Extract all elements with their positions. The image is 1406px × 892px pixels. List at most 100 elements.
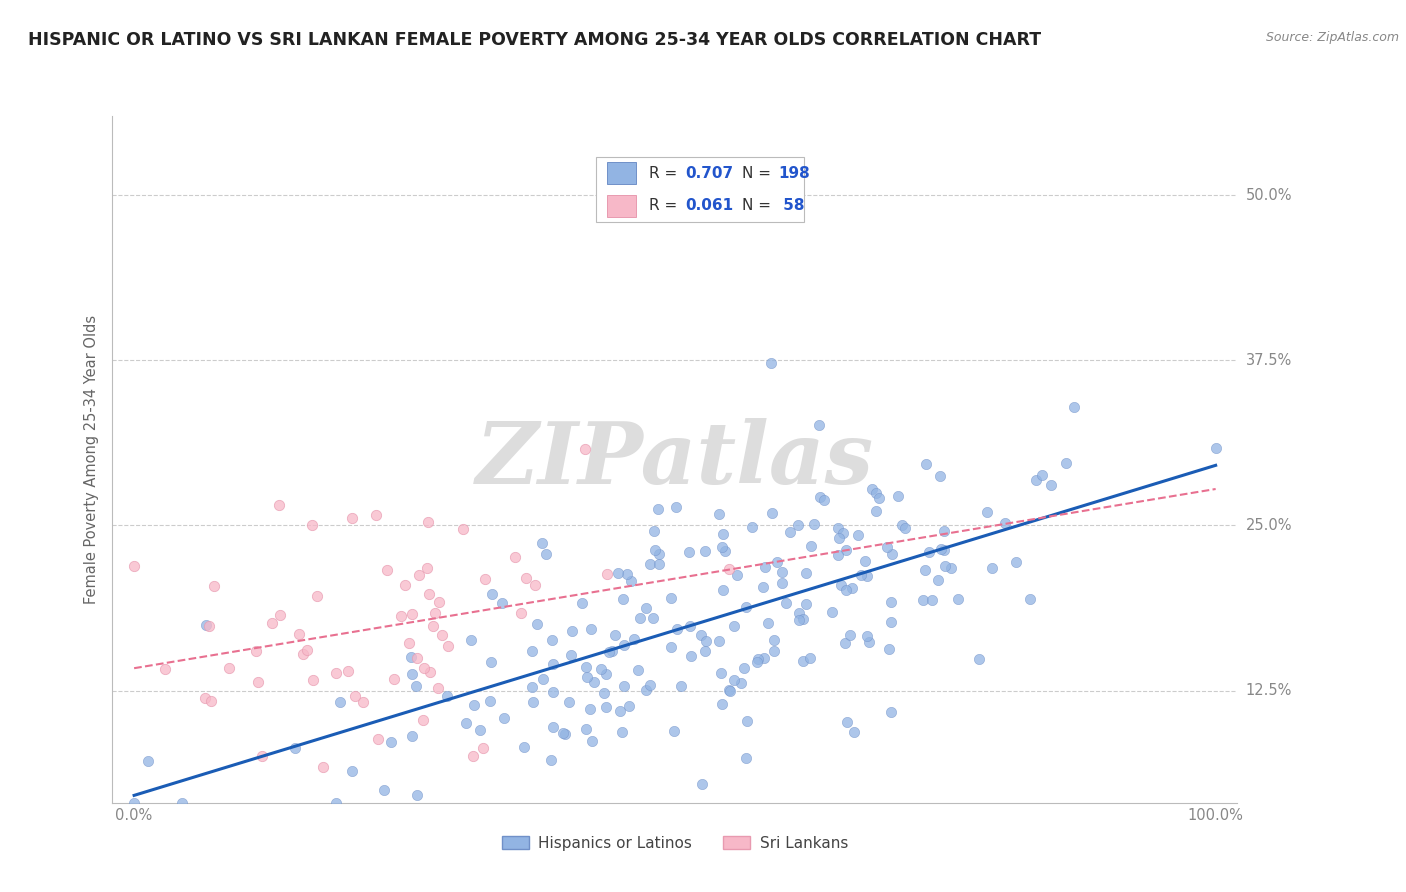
Point <box>813 493 835 508</box>
Point <box>531 672 554 686</box>
Point <box>416 515 439 529</box>
Point <box>891 518 914 533</box>
Point <box>671 679 693 693</box>
Point <box>689 627 711 641</box>
Point <box>786 517 808 532</box>
Point <box>695 633 717 648</box>
Point <box>858 635 880 649</box>
Point <box>474 572 496 586</box>
Point <box>246 675 269 690</box>
Point <box>929 468 952 483</box>
Point <box>522 680 544 694</box>
Point <box>581 733 603 747</box>
Point <box>460 633 482 648</box>
Point <box>735 750 758 764</box>
FancyBboxPatch shape <box>596 157 804 222</box>
Point <box>800 540 823 554</box>
Point <box>312 760 335 774</box>
Point <box>678 544 700 558</box>
FancyBboxPatch shape <box>607 162 636 185</box>
Point <box>665 500 688 515</box>
Point <box>994 516 1017 530</box>
Point <box>828 531 851 545</box>
Point <box>423 607 446 621</box>
Point <box>821 605 844 619</box>
Point <box>329 695 352 709</box>
Point <box>796 566 818 581</box>
Point <box>399 650 422 665</box>
Point <box>627 663 650 677</box>
Point <box>661 591 683 605</box>
Point <box>792 612 814 626</box>
Point <box>515 571 537 585</box>
Point <box>200 694 222 708</box>
Point <box>770 565 793 579</box>
Point <box>734 600 756 615</box>
Point <box>325 796 347 810</box>
Point <box>640 678 662 692</box>
Point <box>830 578 852 592</box>
Point <box>799 651 821 665</box>
Point <box>534 547 557 561</box>
Point <box>723 619 745 633</box>
Point <box>741 519 763 533</box>
Point <box>492 711 515 725</box>
Point <box>413 660 436 674</box>
Point <box>122 796 145 810</box>
Point <box>733 661 755 675</box>
Point <box>839 628 862 642</box>
Point <box>761 506 783 520</box>
Point <box>526 617 548 632</box>
Point <box>787 606 810 620</box>
Point <box>679 619 702 633</box>
Point <box>260 615 283 630</box>
Point <box>880 547 903 561</box>
Point <box>380 734 402 748</box>
Point <box>623 632 645 646</box>
Point <box>648 557 671 571</box>
Point <box>835 542 858 557</box>
Point <box>679 648 702 663</box>
Point <box>860 482 883 496</box>
Point <box>415 561 437 575</box>
Point <box>693 644 716 658</box>
Point <box>451 523 474 537</box>
Point <box>136 754 159 768</box>
Point <box>479 656 502 670</box>
Point <box>714 543 737 558</box>
Point <box>603 628 626 642</box>
Point <box>596 567 619 582</box>
Point <box>718 683 741 698</box>
Text: 198: 198 <box>779 166 810 181</box>
Point <box>834 636 856 650</box>
Point <box>593 686 616 700</box>
Point <box>269 498 291 512</box>
Point <box>218 661 240 675</box>
Point <box>352 695 374 709</box>
Point <box>558 695 581 709</box>
Point <box>340 764 363 778</box>
Point <box>252 749 274 764</box>
Text: 12.5%: 12.5% <box>1246 683 1292 698</box>
Point <box>868 491 890 505</box>
Point <box>418 586 440 600</box>
Point <box>718 683 741 698</box>
Point <box>929 541 952 556</box>
Point <box>730 676 752 690</box>
Point <box>754 560 776 574</box>
Point <box>302 673 325 687</box>
Point <box>770 576 793 591</box>
Point <box>522 695 544 709</box>
Point <box>747 652 769 666</box>
Point <box>553 726 575 740</box>
Text: R =: R = <box>650 198 682 213</box>
Text: 58: 58 <box>779 198 804 213</box>
Text: 50.0%: 50.0% <box>1246 187 1292 202</box>
Point <box>344 689 367 703</box>
Point <box>470 723 492 737</box>
Point <box>595 699 617 714</box>
Point <box>709 507 731 521</box>
Point <box>401 667 423 681</box>
Point <box>835 715 858 730</box>
Point <box>880 615 903 630</box>
